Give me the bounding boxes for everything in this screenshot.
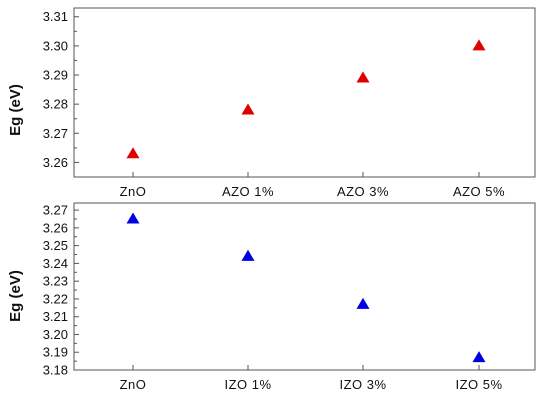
bottom-y-tick-label: 3.21 — [43, 309, 68, 324]
bottom-y-tick-label: 3.24 — [43, 256, 68, 271]
top-y-tick-label: 3.26 — [43, 155, 68, 170]
bottom-y-tick-label: 3.27 — [43, 203, 68, 218]
bottom-x-ticks: ZnO IZO 1% IZO 3% IZO 5% — [120, 365, 502, 392]
bottom-y-tick-label: 3.22 — [43, 291, 68, 306]
top-data-point — [241, 103, 255, 115]
top-y-tick-label: 3.27 — [43, 126, 68, 141]
bottom-data-point — [356, 297, 370, 309]
bottom-y-tick-label: 3.20 — [43, 327, 68, 342]
bottom-y-axis-title: Eg (eV) — [7, 270, 24, 322]
bottom-x-category-label: ZnO — [120, 377, 147, 392]
top-y-tick-label: 3.29 — [43, 68, 68, 83]
top-y-axis-title: Eg (eV) — [7, 84, 24, 136]
top-x-category-label: ZnO — [120, 184, 147, 199]
top-data-point — [126, 147, 140, 159]
top-x-category-label: AZO 1% — [222, 184, 274, 199]
bottom-y-tick-label: 3.23 — [43, 274, 68, 289]
top-data-point — [472, 39, 486, 51]
bottom-panel: 3.18 3.19 3.20 3.21 3.22 3.23 3.24 3.25 3.26 3.27… — [7, 202, 536, 392]
top-data-point — [356, 71, 370, 83]
bottom-y-tick-label: 3.25 — [43, 238, 68, 253]
top-data-points — [126, 39, 486, 159]
bottom-y-tick-label: 3.26 — [43, 220, 68, 235]
top-y-ticks: 3.26 3.27 3.28 3.29 3.30 3.31 — [43, 9, 79, 170]
bottom-y-ticks: 3.18 3.19 3.20 3.21 3.22 3.23 3.24 3.25 3.26 3.27 — [43, 203, 79, 378]
bottom-y-tick-label: 3.19 — [43, 345, 68, 360]
bottom-x-category-label: IZO 1% — [224, 377, 271, 392]
top-y-tick-label: 3.30 — [43, 38, 68, 53]
bottom-data-point — [126, 212, 140, 224]
top-plot-frame — [73, 7, 536, 178]
bottom-x-category-label: IZO 3% — [339, 377, 386, 392]
top-y-tick-label: 3.28 — [43, 97, 68, 112]
top-panel: 3.26 3.27 3.28 3.29 3.30 3.31 ZnO AZO 1% AZO 3%… — [7, 7, 536, 199]
bottom-data-points — [126, 212, 486, 363]
top-x-category-label: AZO 3% — [337, 184, 389, 199]
bottom-data-point — [241, 249, 255, 261]
bottom-x-category-label: IZO 5% — [455, 377, 502, 392]
top-y-tick-label: 3.31 — [43, 9, 68, 24]
bottom-data-point — [472, 351, 486, 363]
top-x-ticks: ZnO AZO 1% AZO 3% AZO 5% — [120, 172, 505, 199]
top-x-category-label: AZO 5% — [453, 184, 505, 199]
bottom-plot-frame — [73, 202, 536, 371]
bottom-y-tick-label: 3.18 — [43, 363, 68, 378]
